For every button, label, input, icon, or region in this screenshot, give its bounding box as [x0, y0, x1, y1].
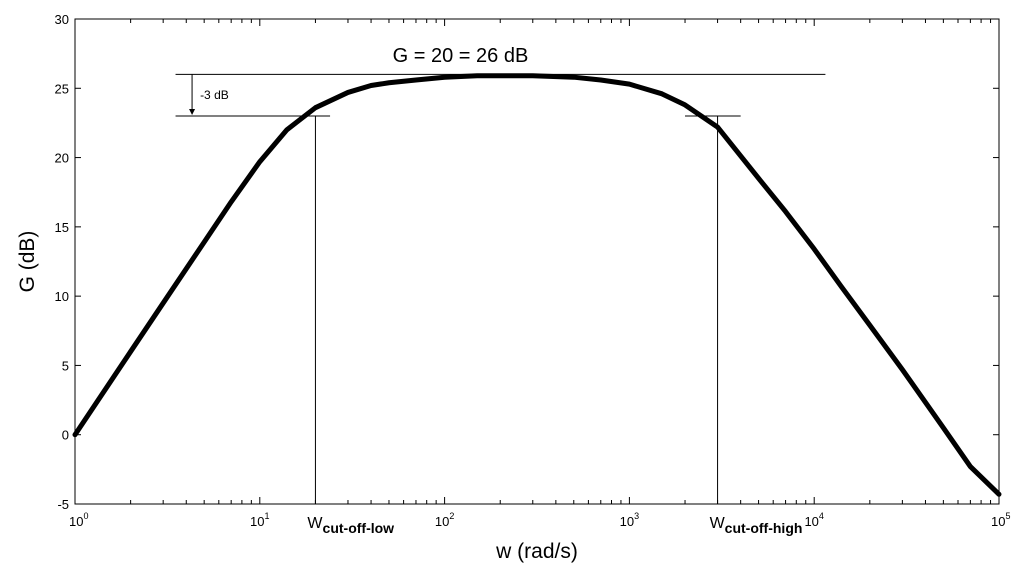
- minus-3db-label: -3 dB: [200, 88, 229, 102]
- y-tick-label: -5: [57, 497, 69, 512]
- y-tick-label: 15: [55, 220, 69, 235]
- plot-frame: [74, 18, 1000, 505]
- y-tick-label: 30: [55, 12, 69, 27]
- y-tick-label: 5: [62, 358, 69, 373]
- y-tick-label: 25: [55, 81, 69, 96]
- x-axis-title: w (rad/s): [495, 540, 578, 563]
- gain-label: G = 20 = 26 dB: [393, 45, 529, 67]
- x-tick-label: 105: [991, 511, 1010, 529]
- cutoff-low-label: Wcut-off-low: [307, 515, 394, 536]
- x-tick-label: 102: [435, 511, 454, 529]
- cutoff-high-label: Wcut-off-high: [710, 515, 803, 536]
- x-tick-label: 100: [69, 511, 88, 529]
- y-tick-label: 20: [55, 151, 69, 166]
- axes-layer: -5 0 5 10 15 20 25 30 100 101 102 103 104 105 w (rad/s…: [16, 12, 1010, 563]
- curve-layer: [72, 73, 1002, 497]
- x-tick-label: 101: [250, 511, 269, 529]
- y-tick-label: 0: [62, 428, 69, 443]
- y-axis-title: G (dB): [16, 231, 39, 293]
- x-tick-label: 103: [620, 511, 639, 529]
- x-tick-label: 104: [804, 511, 823, 529]
- y-tick-label: 10: [55, 289, 69, 304]
- drop-arrow-head: [189, 109, 196, 115]
- gain-curve: [72, 73, 1002, 497]
- annotation-layer: G = 20 = 26 dB -3 dB Wcut-off-low Wcut-off-…: [200, 45, 802, 536]
